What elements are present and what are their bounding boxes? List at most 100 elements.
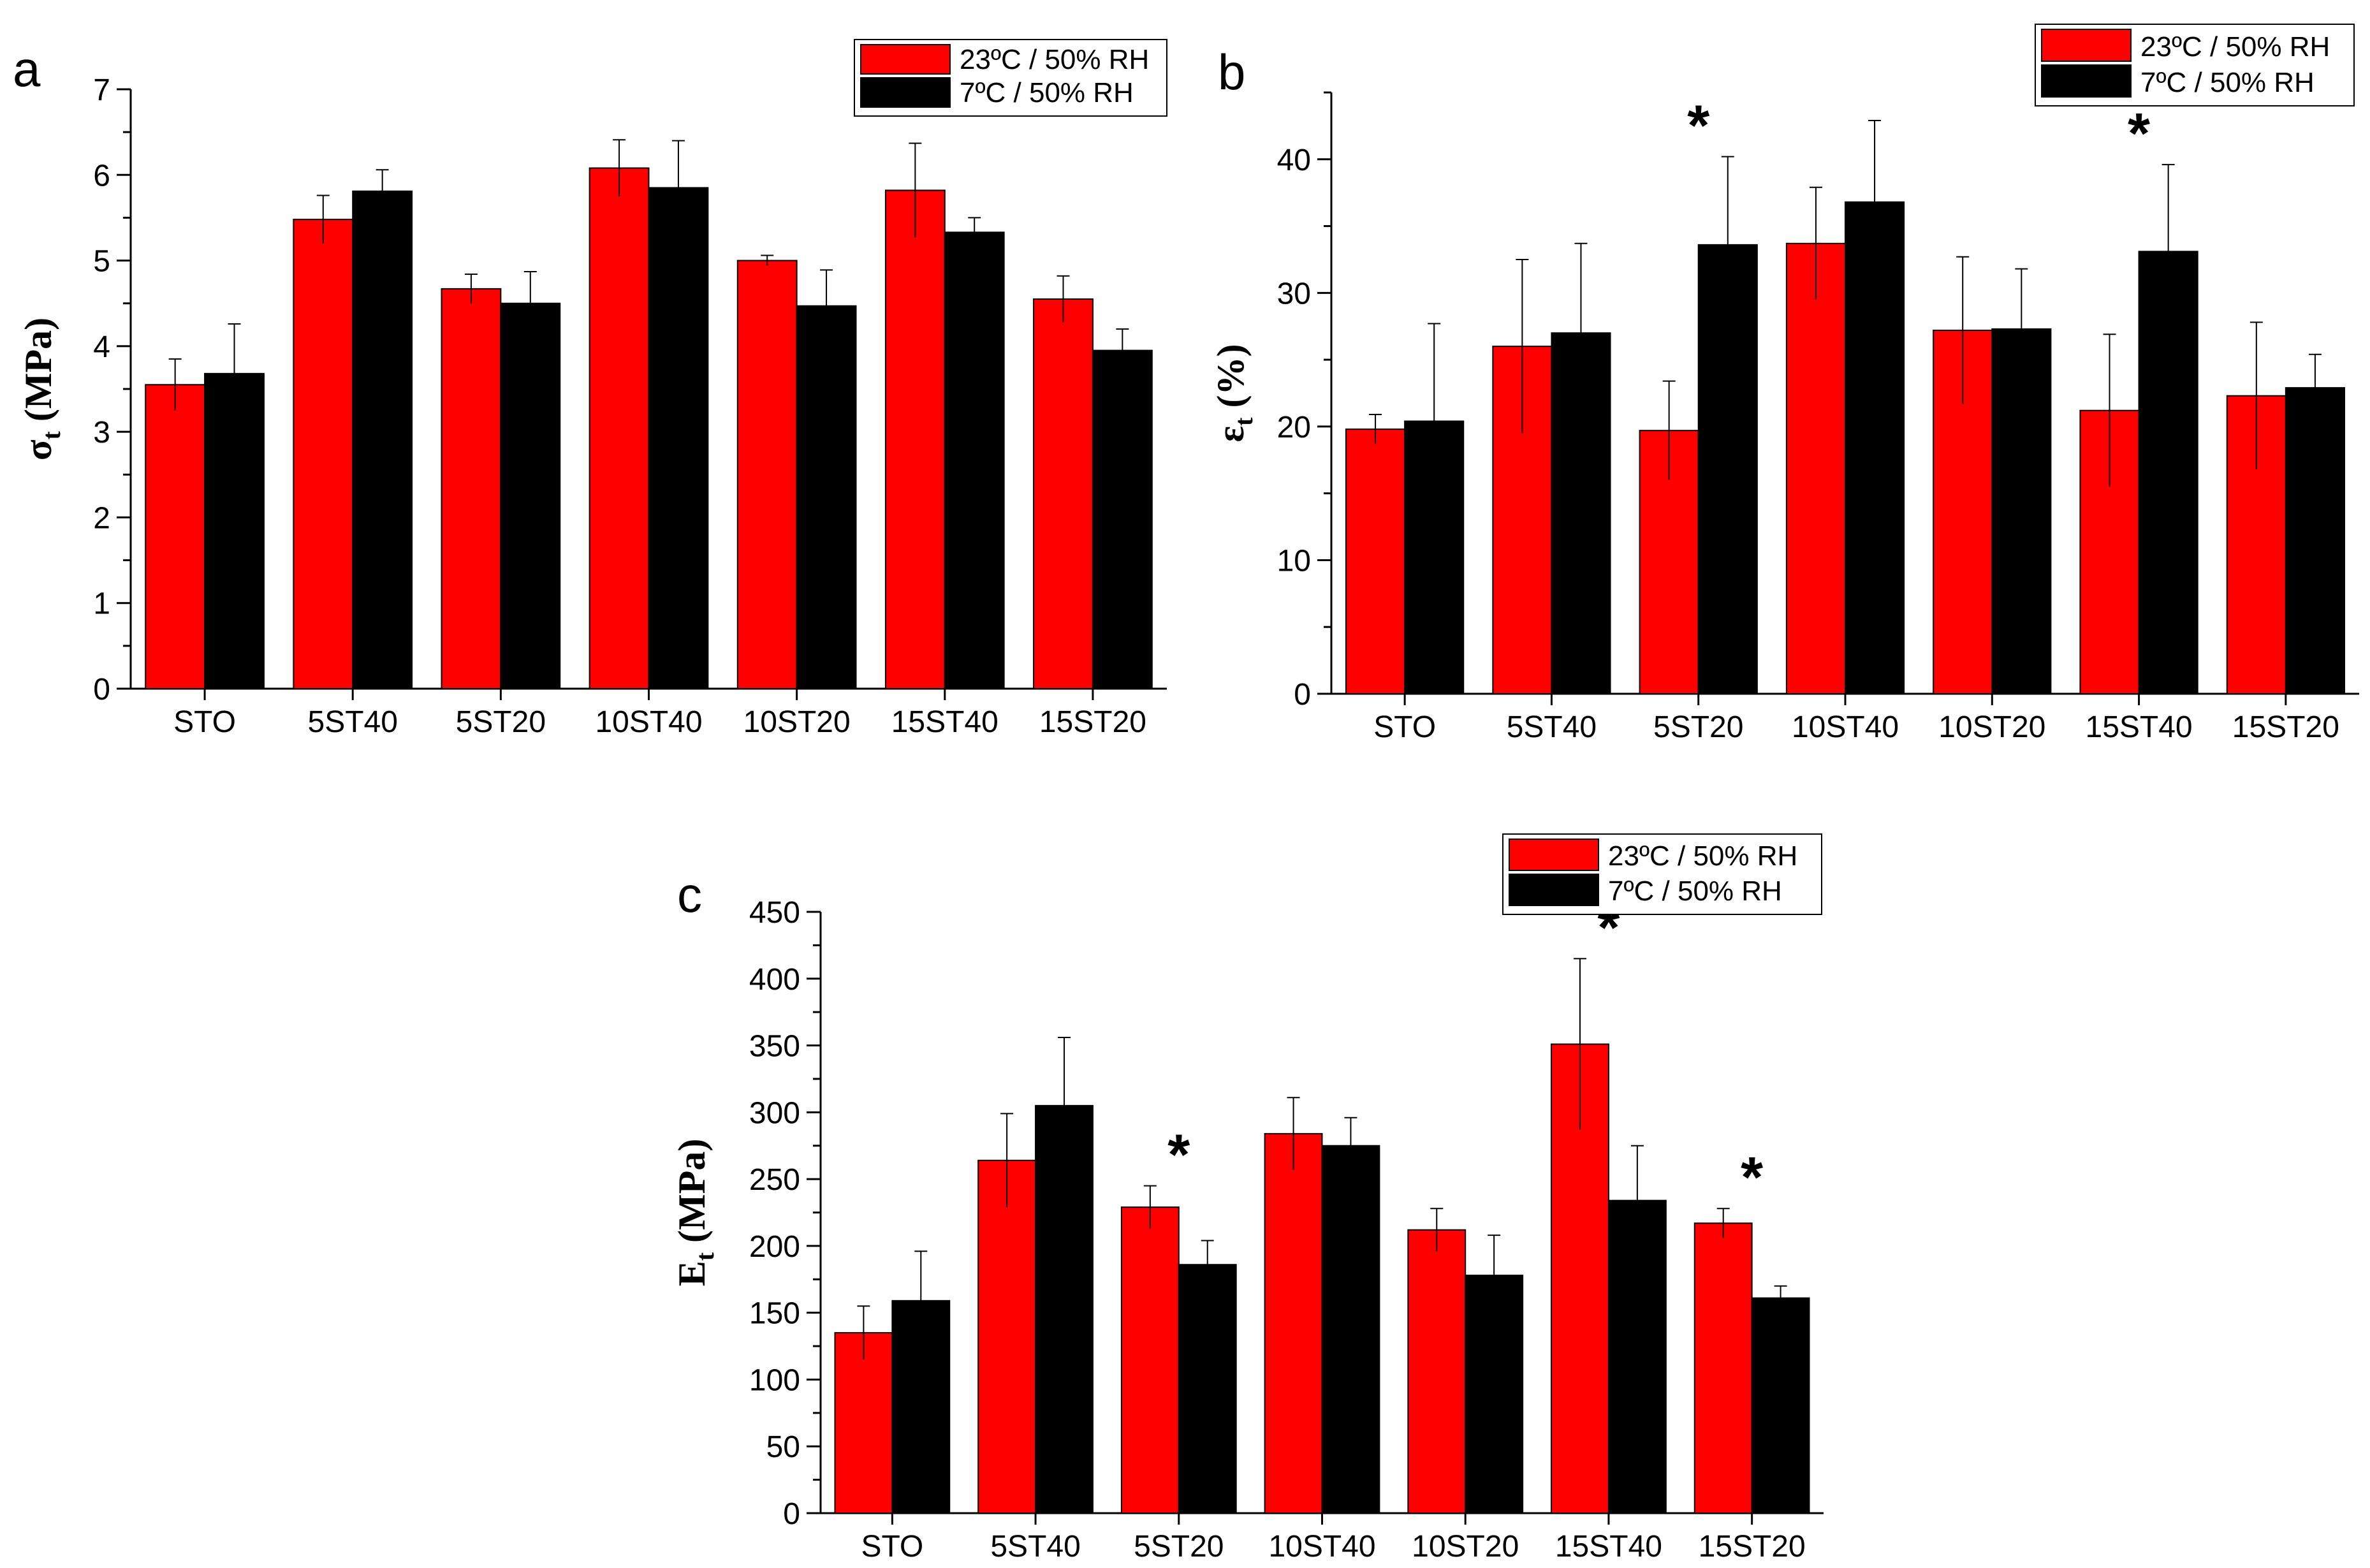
x-tick-label: 5ST20 [1134, 1530, 1224, 1564]
y-axis-label: σt (MPa) [17, 318, 66, 460]
x-tick-label: 5ST20 [456, 705, 546, 739]
y-axis-label-subscript: t [37, 430, 66, 439]
y-tick-label: 400 [749, 963, 800, 997]
bar-warm-15ST20 [1033, 298, 1094, 689]
bar-cold-10ST20 [1991, 328, 2052, 694]
legend-swatch-cold [860, 77, 951, 108]
bar-cold-10ST40 [1845, 201, 1905, 694]
x-tick-label: 10ST20 [1938, 710, 2045, 744]
x-tick-label: STO [1373, 710, 1436, 744]
y-tick-label: 0 [1294, 678, 1311, 712]
y-axis-label-unit: (%) [1210, 344, 1252, 418]
x-tick-label: 5ST20 [1653, 710, 1743, 744]
bar-warm-10ST20 [1407, 1229, 1467, 1514]
significance-star: * [1167, 1124, 1190, 1187]
y-axis-label: Et (MPa) [671, 1139, 719, 1287]
y-tick-label: 5 [93, 245, 110, 279]
bar-warm-15ST20 [1693, 1222, 1753, 1514]
bar-warm-5ST20 [1120, 1206, 1180, 1514]
legend-swatch-cold [1509, 874, 1599, 906]
legend-label-warm: 23ºC / 50% RH [960, 44, 1149, 75]
y-tick-label: 100 [749, 1363, 800, 1397]
y-tick-label: 7 [93, 73, 110, 107]
x-tick-label: 15ST40 [2086, 710, 2193, 744]
x-tick-label: 10ST40 [1268, 1530, 1375, 1564]
y-tick-label: 20 [1277, 411, 1311, 444]
x-tick-label: 15ST20 [1699, 1530, 1806, 1564]
bar-cold-10ST40 [1321, 1145, 1380, 1514]
significance-star: * [2128, 102, 2150, 166]
bar-cold-10ST40 [648, 187, 709, 689]
y-tick-label: 150 [749, 1297, 800, 1331]
legend-label-cold: 7ºC / 50% RH [1608, 876, 1782, 907]
y-axis-label-unit: (MPa) [17, 318, 59, 431]
significance-star: * [1687, 94, 1709, 158]
x-tick-label: 15ST20 [1039, 705, 1146, 739]
x-tick-label: 15ST40 [1555, 1530, 1662, 1564]
bar-cold-5ST20 [1178, 1264, 1237, 1514]
legend-swatch-cold [2041, 64, 2132, 98]
bar-cold-15ST20 [2285, 387, 2345, 695]
legend-label-warm: 23ºC / 50% RH [2140, 31, 2330, 62]
bar-warm-10ST20 [736, 260, 798, 690]
x-tick-label: 10ST20 [743, 705, 851, 739]
y-tick-label: 450 [749, 896, 800, 930]
y-tick-label: 250 [749, 1163, 800, 1197]
bar-warm-10ST40 [589, 167, 650, 689]
y-tick-label: 50 [766, 1430, 800, 1464]
x-tick-label: STO [861, 1530, 923, 1564]
panel-letter: c [677, 867, 702, 923]
bar-cold-15ST40 [944, 231, 1005, 689]
legend-swatch-warm [1509, 839, 1599, 871]
y-tick-label: 30 [1277, 277, 1311, 311]
bar-warm-5ST40 [293, 219, 354, 690]
x-tick-label: 15ST20 [2232, 710, 2339, 744]
legend-swatch-warm [2041, 29, 2132, 62]
y-tick-label: 40 [1277, 143, 1311, 177]
legend-label-cold: 7ºC / 50% RH [960, 77, 1134, 108]
legend-swatch-warm [860, 44, 951, 75]
x-tick-label: 5ST40 [1507, 710, 1597, 744]
y-tick-label: 0 [783, 1497, 800, 1531]
bar-warm-10ST40 [1785, 242, 1847, 694]
bar-warm-10ST40 [1264, 1132, 1323, 1514]
bar-cold-10ST20 [796, 305, 857, 689]
x-tick-label: 5ST40 [308, 705, 398, 739]
bar-warm-STO [834, 1332, 893, 1514]
y-tick-label: 1 [93, 587, 110, 621]
y-tick-label: 350 [749, 1030, 800, 1064]
x-tick-label: 10ST40 [595, 705, 702, 739]
y-tick-label: 4 [93, 330, 110, 364]
y-axis-label-subscript: t [691, 1252, 719, 1261]
x-tick-label: 10ST20 [1412, 1530, 1519, 1564]
panel-letter: a [13, 41, 41, 97]
chart-panel-c: c 0 50 100 150 200 250 300 350 400 450 Et (MPa) STO 5… [671, 833, 1824, 1564]
bar-warm-STO [1345, 429, 1406, 695]
y-tick-label: 3 [93, 416, 110, 450]
legend-label-cold: 7ºC / 50% RH [2140, 67, 2315, 98]
bar-cold-15ST20 [1751, 1297, 1810, 1514]
y-tick-label: 6 [93, 159, 110, 193]
significance-star: * [1741, 1146, 1763, 1210]
y-tick-label: 300 [749, 1096, 800, 1130]
y-tick-label: 200 [749, 1230, 800, 1264]
y-axis-label-unit: (MPa) [671, 1139, 713, 1252]
y-axis-label: εt (%) [1210, 344, 1258, 443]
x-tick-label: 10ST40 [1792, 710, 1899, 744]
panel-letter: b [1218, 44, 1245, 100]
x-tick-label: STO [173, 705, 236, 739]
y-tick-label: 10 [1277, 544, 1311, 578]
bar-warm-STO [145, 384, 206, 689]
bar-cold-15ST20 [1092, 349, 1153, 689]
legend-label-warm: 23ºC / 50% RH [1608, 840, 1797, 872]
y-axis-label-subscript: t [1229, 417, 1258, 426]
bar-warm-5ST40 [977, 1159, 1037, 1514]
bar-warm-5ST20 [441, 288, 502, 689]
y-axis-label-symbol: ε [1210, 426, 1252, 443]
bar-warm-15ST40 [884, 189, 946, 689]
chart-panel-b: b 0 10 20 30 40 εt (%) STO 5ST40 5ST20 10ST40 10ST2… [1210, 24, 2359, 744]
x-tick-label: 5ST40 [990, 1530, 1080, 1564]
y-tick-label: 0 [93, 673, 110, 707]
chart-panel-a: a 0 1 2 3 4 5 6 7 σt (MPa) STO 5ST40 5ST20 10ST40 10ST… [13, 39, 1167, 739]
